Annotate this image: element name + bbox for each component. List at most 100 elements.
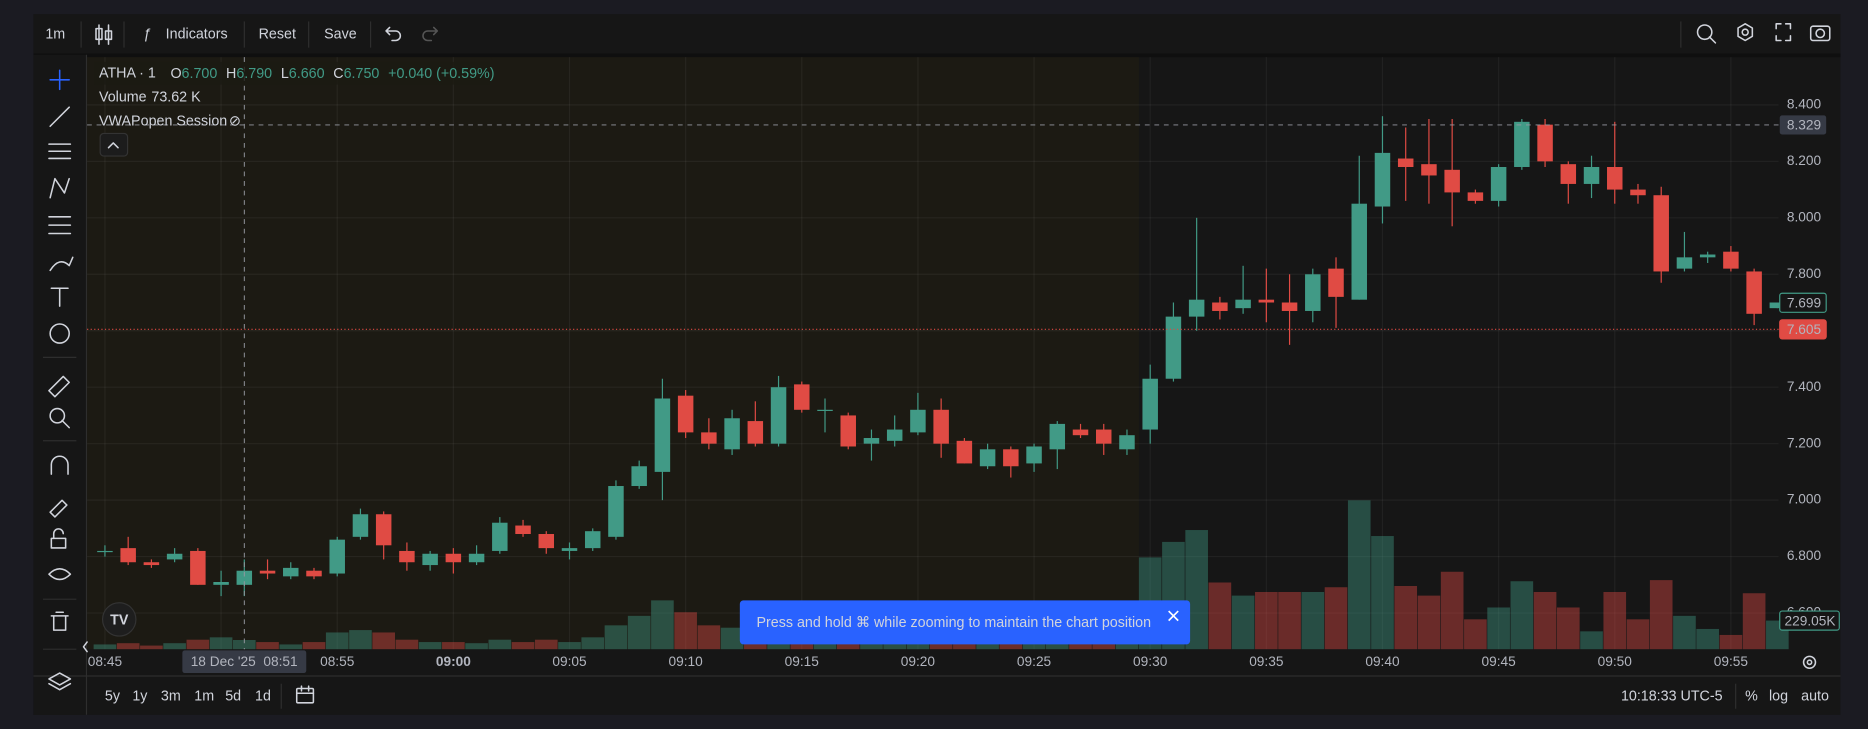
volume-bar [1440,571,1464,650]
date-range-icon[interactable] [295,685,315,704]
volume-marker-box [1779,610,1840,631]
range-button[interactable]: 5y [105,689,121,705]
candle-body [886,429,903,441]
volume-bar [349,630,372,650]
candle-body [375,514,392,546]
indicators-button[interactable]: Indicators [166,26,228,42]
log-toggle[interactable]: log [1769,689,1788,705]
candle-body [701,432,717,444]
x-tick-label: 09:40 [1365,654,1400,669]
candle-body [1258,299,1275,303]
candle-body [236,570,253,585]
candle-body [747,421,764,444]
range-button[interactable]: 3m [161,689,181,705]
price-marker-label: 7.699 [1787,296,1821,311]
scroll-left[interactable] [82,641,88,653]
collapse-button[interactable] [99,132,129,157]
price-marker-box [1779,319,1827,340]
collapse-icon[interactable] [107,142,119,149]
ohlc-label: O [170,66,181,82]
candle-body [863,438,880,444]
toast-close[interactable] [1168,610,1179,622]
save-button[interactable]: Save [324,26,357,42]
left-toolbar [33,54,86,715]
search-icon[interactable] [1696,24,1717,44]
screenshot-icon[interactable] [1809,25,1831,42]
candle-body [143,562,160,566]
chart-type-icon[interactable] [95,24,113,45]
candle-body [97,550,113,553]
x-tick-label: 09:45 [1481,654,1516,669]
candle-body [1467,192,1484,201]
x-tick-label: 08:55 [320,654,355,669]
volume-marker-label: 229.05K [1785,613,1836,628]
x-tick-label: 09:15 [785,654,820,669]
vwap-label[interactable]: VWAP [99,113,141,129]
volume-bar [534,639,558,650]
y-tick-label: 7.400 [1787,379,1822,394]
ohlc-label: L [281,66,289,82]
x-tick-label: 09:35 [1249,654,1284,669]
candle-body [654,398,671,472]
candle-body [979,449,996,467]
volume-bar [1626,619,1650,650]
volume-bar [558,642,581,650]
candle-body [166,553,183,560]
volume-bar [1347,500,1371,650]
candle-body [1305,274,1321,311]
volume-bar [93,644,117,650]
clock[interactable]: 10:18:33 UTC-5 [1621,689,1723,705]
volume-bar [720,627,744,650]
candle-body [1676,257,1693,269]
price-marker-label: 7.605 [1787,322,1822,337]
settings-icon[interactable] [1737,23,1754,42]
volume-bar [1255,591,1278,650]
candle-body [608,486,624,537]
volume-bar [1394,585,1418,650]
logo [101,602,137,637]
volume-bar [1185,530,1208,650]
fx-icon[interactable]: ƒ [143,26,151,42]
range-button[interactable]: 1y [132,689,148,705]
candle-body [422,553,438,566]
candle-body [1607,166,1623,190]
volume-label[interactable]: Volume [99,89,147,105]
volume-bar [581,637,605,650]
volume-bar [140,645,163,650]
reset-button[interactable]: Reset [259,26,296,42]
drawing-tools[interactable] [48,69,74,691]
candle-body [1583,166,1600,184]
undo-icon[interactable] [385,26,402,42]
candle-body [1281,302,1298,311]
range-button[interactable]: 1m [194,689,214,705]
volume-bar [953,639,976,650]
candle-body [1374,152,1391,207]
y-tick-label: 8.400 [1787,96,1822,111]
auto-toggle[interactable]: auto [1801,689,1829,705]
hidden-icon[interactable]: ⊘ [229,113,241,129]
volume-bar [1719,634,1743,650]
volume-bar [1742,593,1766,650]
volume-bar [604,625,628,650]
x-tick-label: 09:05 [552,654,587,669]
volume-bar [1556,607,1580,650]
y-tick-label: 7.200 [1787,435,1822,450]
interval-button[interactable]: 1m [45,26,65,42]
volume-bar [1092,639,1116,650]
volume-bar [1649,580,1673,650]
legend-symbol[interactable]: ATHA · 1 [99,66,156,82]
volume-bar [697,625,721,650]
y-tick-label: 6.800 [1787,548,1822,563]
range-button[interactable]: 5d [225,689,241,705]
extended-hours-shade [87,57,1139,650]
volume-bar [372,632,395,650]
fullscreen-icon[interactable] [1775,23,1792,42]
axis-settings-icon[interactable] [1802,655,1817,670]
x-tick-label: 09:10 [669,654,704,669]
volume-bar [1696,628,1719,650]
redo-icon[interactable] [422,26,439,42]
percent-toggle[interactable]: % [1745,689,1758,705]
range-button[interactable]: 1d [255,689,271,705]
candle-body [1212,302,1228,311]
